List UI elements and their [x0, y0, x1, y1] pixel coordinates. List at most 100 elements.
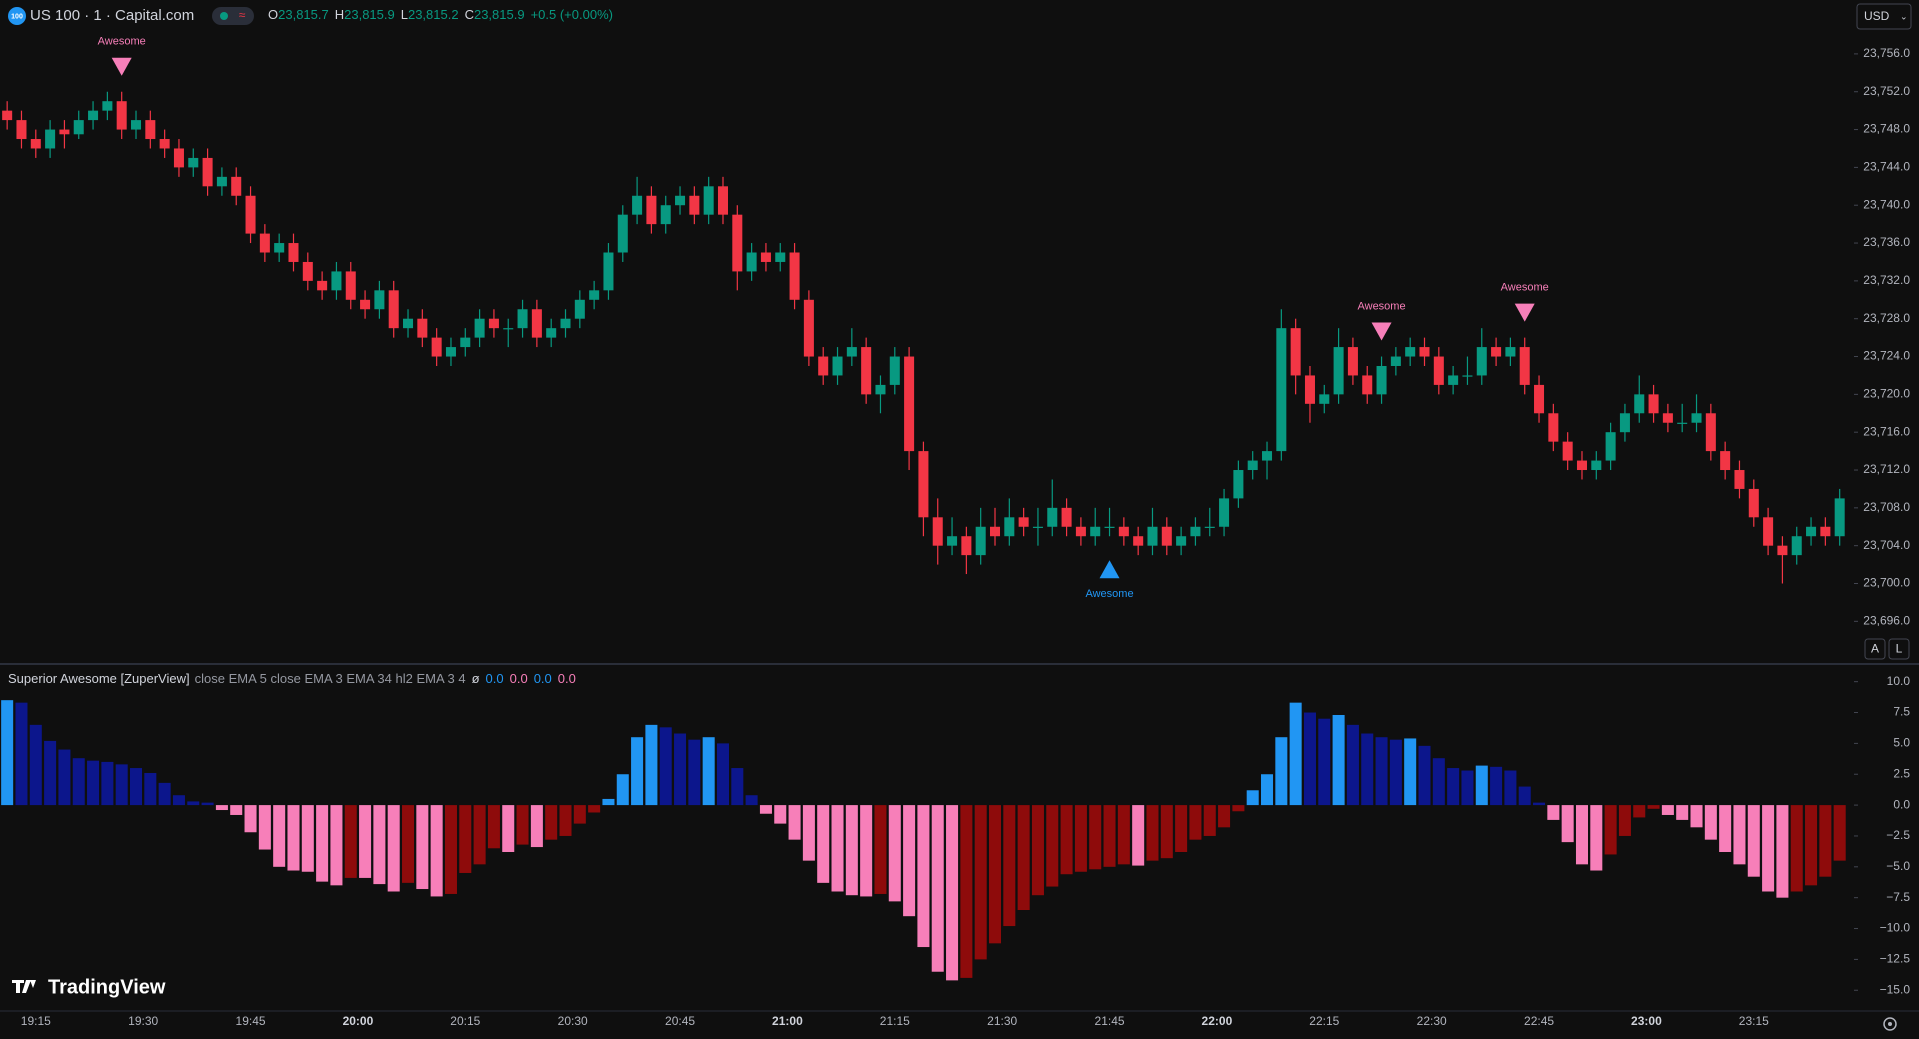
histogram-bar [230, 805, 243, 815]
indicator-value: 0.0 [534, 671, 552, 686]
histogram-bar [1060, 805, 1073, 875]
x-tick-label: 20:30 [558, 1014, 588, 1028]
log-scale-button[interactable] [1888, 638, 1910, 660]
candle-body [1276, 328, 1287, 452]
auto-scale-button[interactable] [1864, 638, 1886, 660]
candle-body [431, 337, 442, 357]
histogram-bar [1805, 805, 1818, 886]
y-tick-label: 2.5 [1893, 766, 1910, 780]
histogram-bar [215, 805, 228, 811]
signal-label: Awesome [98, 36, 146, 48]
symbol-badge[interactable] [8, 7, 26, 25]
candle-body [388, 290, 399, 329]
signal-label: Awesome [1357, 300, 1405, 312]
histogram-bar [516, 805, 529, 845]
candle-body [1476, 347, 1487, 376]
candle-body [1018, 517, 1029, 527]
currency: USD [1864, 9, 1890, 23]
histogram-bar [373, 805, 386, 885]
histogram-bar [430, 805, 443, 897]
histogram-bar [1318, 718, 1331, 806]
candle-body [1190, 526, 1201, 537]
histogram-bar [1275, 737, 1288, 806]
candle-body [560, 318, 571, 329]
histogram-bar [301, 805, 314, 872]
candle-body [1075, 526, 1086, 537]
candle-body [732, 214, 743, 272]
histogram-bar [1261, 774, 1274, 806]
candle-body [1806, 526, 1817, 537]
histogram-bar [15, 702, 28, 806]
ohlc-label: O [268, 7, 278, 22]
y-tick-label: 23,708.0 [1863, 500, 1910, 514]
candle-body [202, 157, 213, 187]
ohlc-legend: O23,815.7 H23,815.9 L23,815.2 C23,815.9 +0.5… [268, 7, 613, 22]
candle-body [889, 356, 900, 385]
histogram-bar [1289, 702, 1302, 806]
settings-icon[interactable] [1883, 1017, 1897, 1031]
x-tick-label: 22:00 [1202, 1014, 1233, 1028]
candle-body [1304, 375, 1315, 404]
candle-body [474, 318, 485, 338]
histogram-bar [1633, 805, 1646, 818]
candle-body [88, 110, 99, 121]
candle-body [331, 271, 342, 291]
candle-body [1448, 375, 1459, 385]
histogram-bar [731, 768, 744, 806]
histogram-bar [931, 805, 944, 972]
histogram-bar [1074, 805, 1087, 872]
histogram-bar [1647, 805, 1660, 809]
histogram-bar [659, 727, 672, 806]
indicator-symbol: ø [472, 671, 480, 686]
candle-body [1763, 517, 1774, 546]
candle-body [904, 356, 915, 452]
histogram-bar [387, 805, 400, 892]
candle-body [317, 280, 328, 291]
candle-body [1505, 347, 1516, 357]
symbol[interactable]: US 100 · 1 · Capital.com [30, 7, 194, 24]
currency-button[interactable] [1856, 3, 1912, 30]
candle-body [1462, 375, 1473, 377]
histogram-bar [960, 805, 973, 978]
candle-body [1147, 526, 1158, 546]
histogram-bar [359, 805, 372, 878]
candle-body [1047, 507, 1058, 527]
y-tick-label: −12.5 [1880, 952, 1911, 966]
candle-body [1820, 526, 1831, 537]
y-tick-label: 23,744.0 [1863, 160, 1910, 174]
candle-body [274, 243, 285, 253]
x-tick-label: 21:15 [880, 1014, 910, 1028]
candle-body [1534, 384, 1545, 414]
histogram-bar [1575, 805, 1588, 865]
log-scale-label: L [1896, 642, 1903, 656]
histogram-bar [1218, 805, 1231, 828]
candle-body [932, 517, 943, 546]
histogram-bar [602, 798, 615, 806]
histogram-bar [1432, 758, 1445, 806]
histogram-bar [502, 805, 515, 853]
candle-body [488, 318, 499, 329]
candle-body [1519, 347, 1530, 385]
candle-body [861, 347, 872, 395]
signal-marker [1099, 560, 1120, 579]
histogram-bar [416, 805, 429, 890]
y-tick-label: 23,712.0 [1863, 462, 1910, 476]
candle-body [832, 356, 843, 376]
histogram-bar [1475, 765, 1488, 806]
histogram-bar [745, 795, 758, 806]
histogram-bar [1117, 805, 1130, 865]
histogram-bar [1089, 805, 1102, 870]
x-tick-label: 20:45 [665, 1014, 695, 1028]
y-tick-label: −5.0 [1886, 859, 1910, 873]
y-tick-label: 7.5 [1893, 705, 1910, 719]
x-tick-label: 21:30 [987, 1014, 1017, 1028]
histogram-bar [759, 805, 772, 814]
histogram-bar [1776, 805, 1789, 898]
histogram-bar [1046, 805, 1059, 887]
candle-body [646, 195, 657, 225]
candle-body [503, 328, 514, 330]
histogram-bar [444, 805, 457, 894]
candle-body [1219, 498, 1230, 527]
status-pill[interactable] [212, 7, 254, 25]
